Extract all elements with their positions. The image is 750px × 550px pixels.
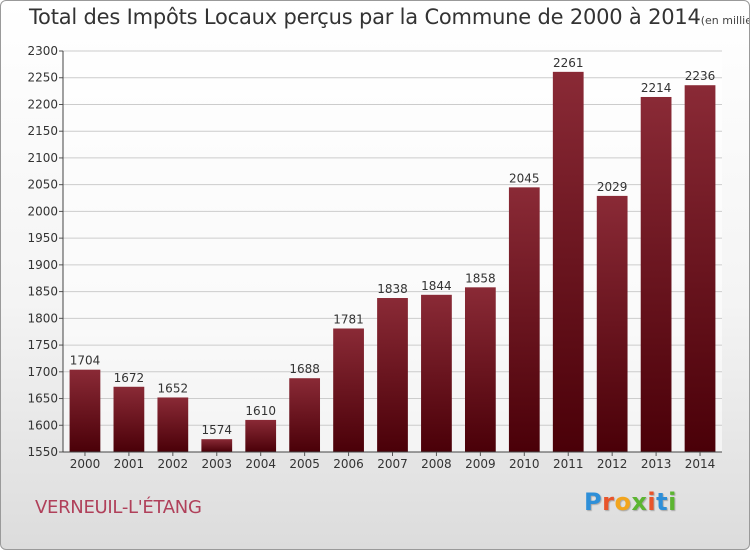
bar-value-label-2008: 1844	[421, 279, 452, 293]
chart-unit: (en milliers d'€)	[700, 14, 749, 27]
x-tick-label-2008: 2008	[421, 457, 452, 471]
bar-value-label-2004: 1610	[245, 404, 276, 418]
bar-2013	[640, 96, 672, 453]
x-tick-label-2012: 2012	[597, 457, 628, 471]
y-tick-label: 1800	[27, 311, 58, 325]
y-tick-label: 1600	[27, 418, 58, 432]
bar-value-label-2011: 2261	[553, 56, 584, 70]
bar-value-label-2002: 1652	[158, 381, 189, 395]
y-tick-label: 1850	[27, 285, 58, 299]
bar-2002	[157, 397, 189, 452]
logo-letter: r	[602, 488, 615, 516]
x-tick-label-2007: 2007	[377, 457, 408, 471]
logo-letter: o	[614, 488, 632, 516]
y-tick-label: 1550	[27, 445, 58, 459]
x-tick-label-2014: 2014	[685, 457, 716, 471]
x-tick-label-2001: 2001	[114, 457, 145, 471]
bar-value-label-2005: 1688	[289, 362, 320, 376]
bar-value-label-2010: 2045	[509, 171, 540, 185]
y-tick-label: 2200	[27, 97, 58, 111]
bar-2006	[333, 328, 364, 452]
bar-2007	[377, 298, 408, 452]
bar-value-label-2013: 2214	[641, 81, 672, 95]
x-tick-label-2009: 2009	[465, 457, 496, 471]
bar-value-label-2000: 1704	[70, 354, 101, 368]
x-tick-label-2000: 2000	[70, 457, 101, 471]
y-tick-label: 1750	[27, 338, 58, 352]
logo-letter: P	[584, 488, 603, 516]
bar-value-label-2003: 1574	[201, 423, 232, 437]
bar-2010	[508, 187, 540, 452]
bar-2003	[201, 439, 233, 452]
bar-value-label-2006: 1781	[333, 312, 364, 326]
x-tick-label-2013: 2013	[641, 457, 672, 471]
x-tick-label-2002: 2002	[158, 457, 189, 471]
x-tick-label-2003: 2003	[201, 457, 232, 471]
bar-2008	[421, 294, 452, 452]
x-tick-label-2011: 2011	[553, 457, 584, 471]
bar-value-label-2007: 1838	[377, 282, 408, 296]
y-tick-label: 1950	[27, 231, 58, 245]
bar-2009	[464, 287, 496, 452]
bar-value-label-2014: 2236	[685, 69, 716, 83]
y-tick-label: 2100	[27, 151, 58, 165]
bar-value-label-2001: 1672	[114, 371, 145, 385]
bar-value-label-2009: 1858	[465, 271, 496, 285]
bar-2014	[684, 85, 716, 453]
y-tick-label: 2150	[27, 124, 58, 138]
bar-2000	[69, 369, 101, 452]
bar-value-label-2012: 2029	[597, 180, 628, 194]
x-tick-label-2006: 2006	[333, 457, 364, 471]
commune-name: VERNEUIL-L'ÉTANG	[35, 497, 202, 518]
logo-letter: x	[631, 488, 648, 516]
y-tick-label: 2000	[27, 204, 58, 218]
y-tick-label: 2050	[27, 178, 58, 192]
chart-title: Total des Impôts Locaux perçus par la Co…	[29, 5, 749, 29]
bar-2012	[596, 195, 628, 453]
chart-title-text: Total des Impôts Locaux perçus par la Co…	[29, 5, 701, 29]
x-tick-label-2010: 2010	[509, 457, 540, 471]
bar-2001	[113, 386, 145, 452]
logo-letter: t	[656, 488, 669, 516]
x-tick-label-2004: 2004	[245, 457, 276, 471]
y-tick-label: 1650	[27, 392, 58, 406]
y-tick-label: 1900	[27, 258, 58, 272]
y-tick-label: 2250	[27, 71, 58, 85]
logo-letter: i	[647, 488, 657, 516]
logo-letter: i	[668, 488, 677, 516]
bar-2005	[289, 378, 321, 452]
proxiti-logo: Proxiti	[584, 488, 677, 516]
y-tick-label: 1700	[27, 365, 58, 379]
x-tick-label-2005: 2005	[289, 457, 320, 471]
bar-2004	[245, 419, 277, 452]
y-tick-label: 2300	[27, 44, 58, 58]
bar-2011	[552, 71, 584, 453]
